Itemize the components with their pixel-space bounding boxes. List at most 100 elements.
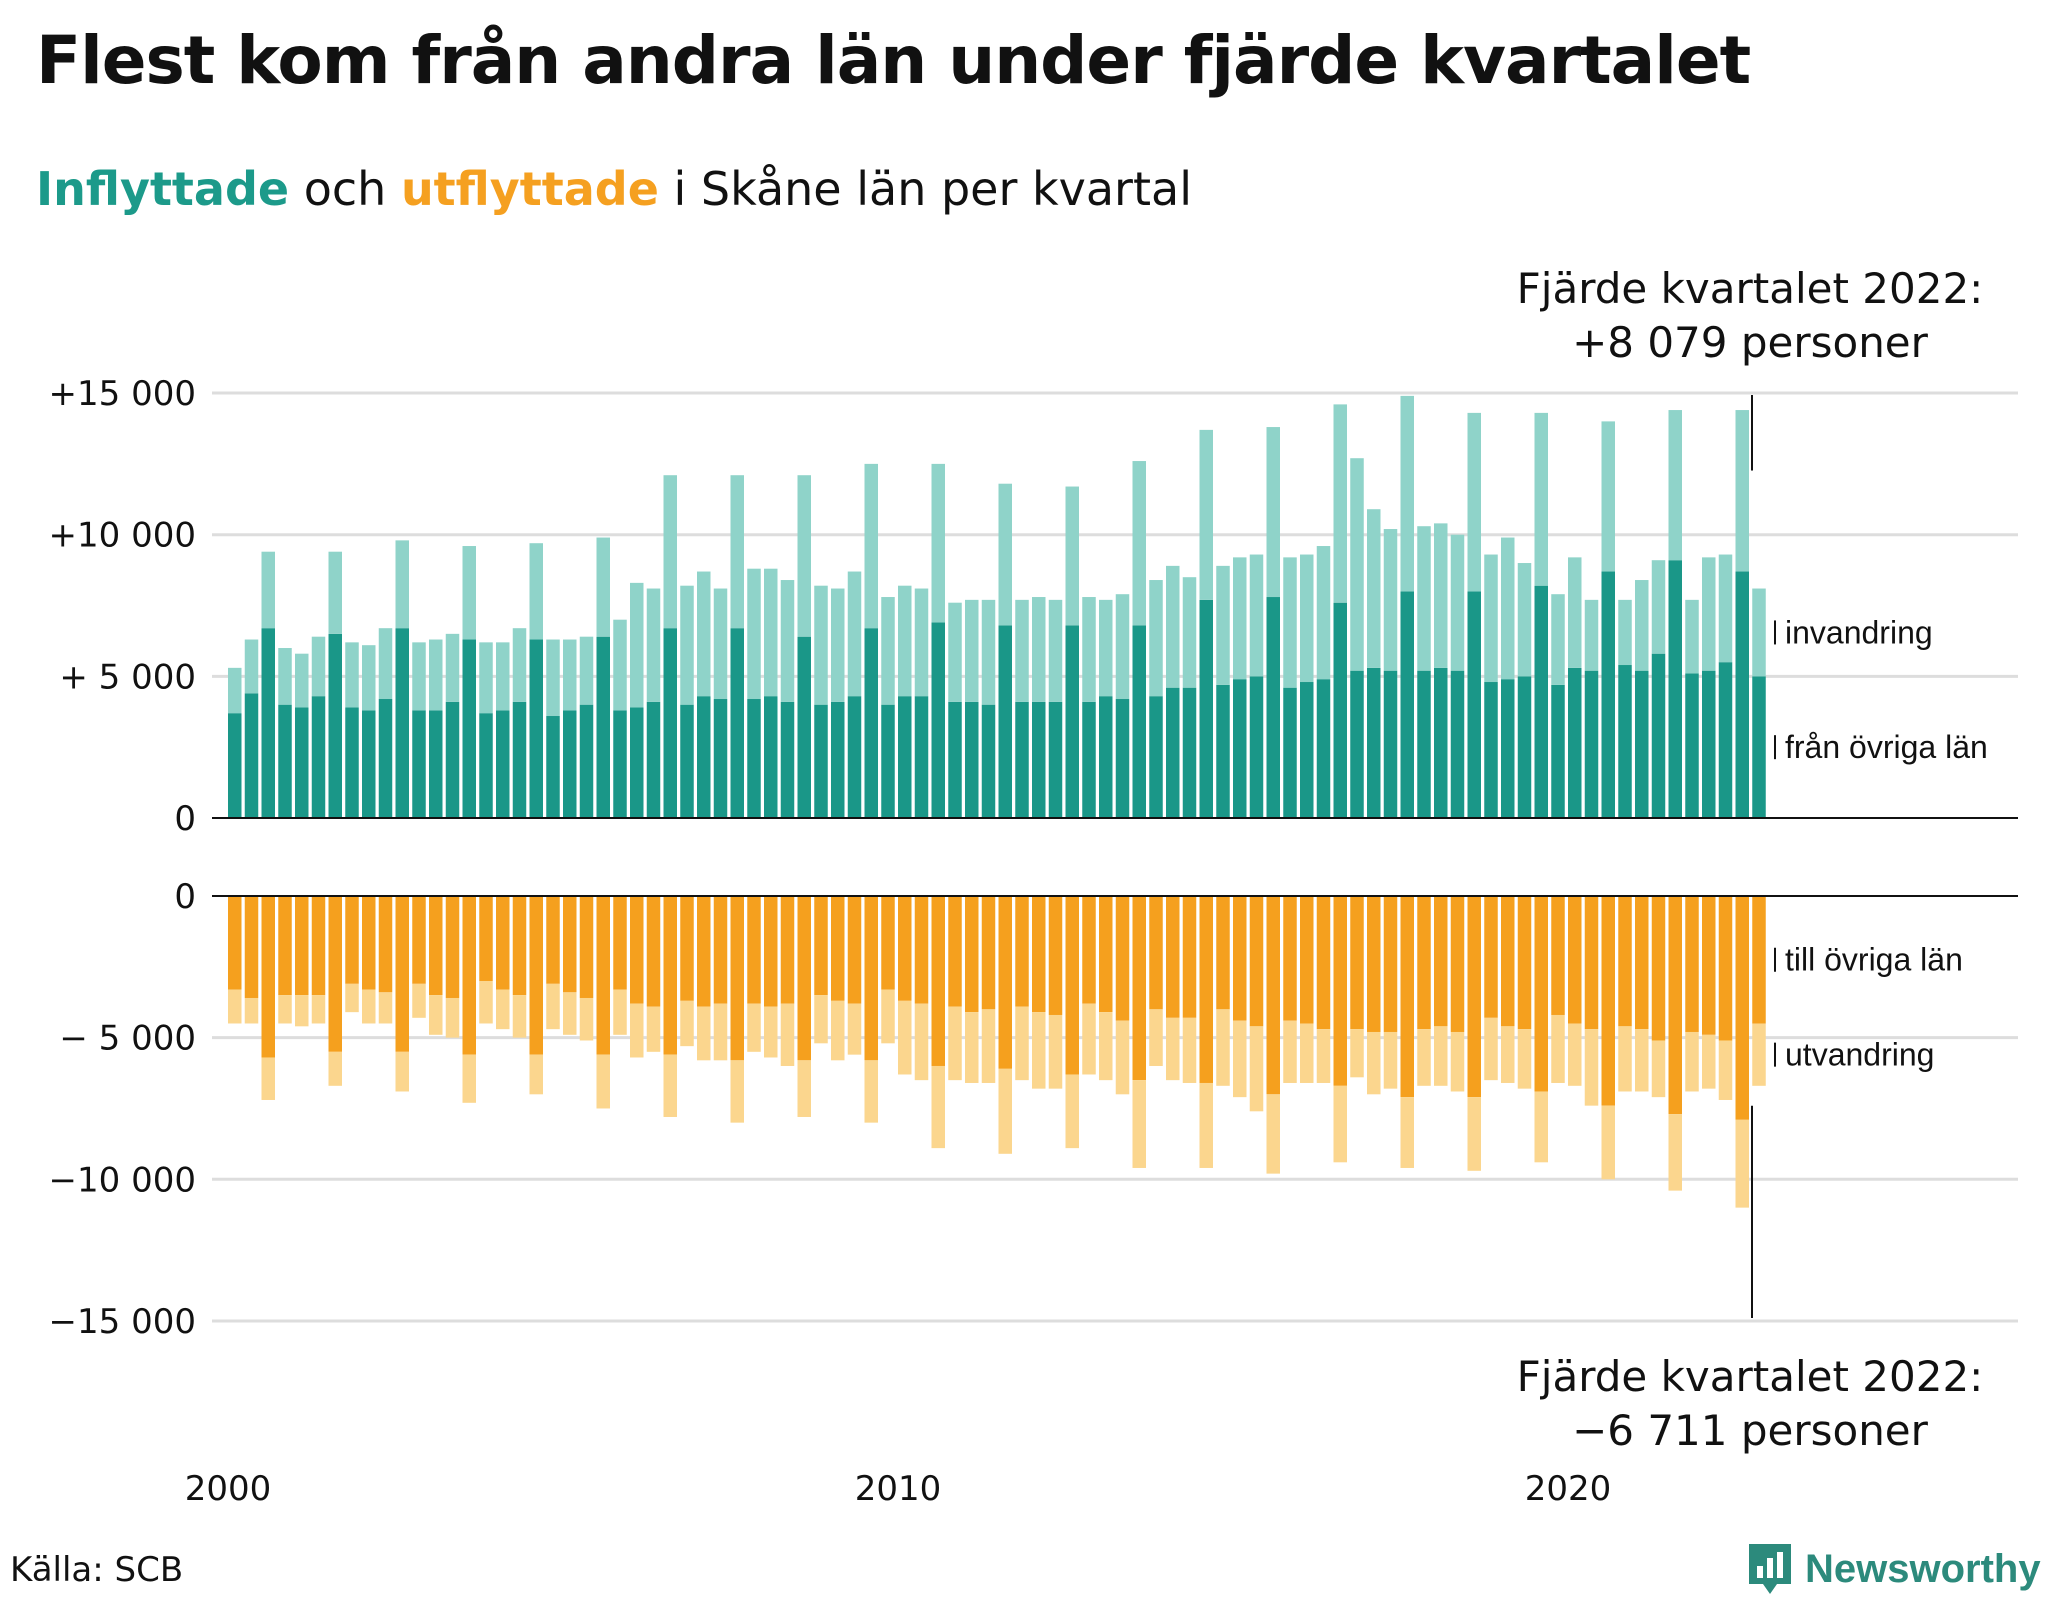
bar-emigration (1668, 1114, 1682, 1191)
bar-emigration (1735, 1119, 1749, 1208)
bar-from-other-counties (1065, 625, 1079, 818)
bar-to-other-counties (1015, 896, 1029, 1007)
bar-emigration (814, 995, 828, 1044)
bar-to-other-counties (881, 896, 895, 990)
bar-immigration (1032, 597, 1046, 702)
bar-immigration (697, 571, 711, 697)
bar-immigration (479, 642, 493, 714)
bar-emigration (764, 1006, 778, 1058)
bar-from-other-counties (1450, 670, 1465, 818)
bar-emigration (1484, 1017, 1498, 1081)
bar-emigration (1283, 1020, 1297, 1083)
bottom-annotation-line1: Fjärde kvartalet 2022: (1516, 1352, 1984, 1401)
bar-from-other-counties (1099, 696, 1113, 818)
bar-to-other-counties (613, 896, 627, 990)
bar-to-other-counties (1434, 896, 1448, 1027)
bar-emigration (613, 989, 627, 1035)
y-tick-label-bottom: −15 000 (49, 1302, 196, 1342)
bar-immigration (1082, 597, 1096, 702)
bar-immigration (1434, 523, 1448, 668)
bar-emigration (512, 995, 527, 1038)
bar-immigration (1534, 412, 1548, 586)
bar-immigration (328, 551, 342, 634)
label-fran-ovriga-lan: från övriga län (1785, 729, 1988, 765)
bar-immigration (1166, 565, 1180, 688)
bar-emigration (1266, 1094, 1280, 1174)
bar-to-other-counties (1501, 896, 1515, 1027)
bar-emigration (914, 1003, 929, 1081)
bar-immigration (730, 475, 744, 629)
bar-immigration (814, 585, 828, 705)
bar-to-other-counties (730, 896, 744, 1061)
bar-immigration (579, 636, 594, 705)
bar-to-other-counties (596, 896, 610, 1055)
bar-to-other-counties (713, 896, 728, 1004)
bar-to-other-counties (1115, 896, 1130, 1021)
top-annotation-line1: Fjärde kvartalet 2022: (1516, 264, 1984, 313)
bar-to-other-counties (1149, 896, 1163, 1010)
bar-emigration (730, 1060, 744, 1123)
bar-emigration (630, 1003, 644, 1058)
bar-from-other-counties (1333, 602, 1347, 818)
bar-immigration (646, 588, 661, 702)
bar-emigration (546, 983, 560, 1030)
bar-to-other-counties (1199, 896, 1213, 1083)
bar-immigration (1400, 395, 1414, 592)
bar-emigration (378, 992, 393, 1024)
bar-emigration (1182, 1017, 1197, 1083)
bar-emigration (1099, 1012, 1113, 1081)
bar-from-other-counties (479, 713, 493, 818)
bar-from-other-counties (345, 707, 359, 818)
bar-from-other-counties (797, 636, 811, 818)
bar-from-other-counties (311, 696, 326, 818)
bar-to-other-counties (948, 896, 962, 1007)
bar-to-other-counties (831, 896, 845, 1001)
bar-from-other-counties (462, 639, 476, 818)
bar-from-other-counties (1417, 670, 1431, 818)
x-tick-label: 2010 (855, 1469, 942, 1509)
bar-emigration (261, 1057, 275, 1100)
bar-emigration (663, 1054, 677, 1117)
bar-immigration (931, 463, 945, 623)
bar-immigration (295, 653, 309, 708)
bar-immigration (1568, 557, 1582, 668)
bar-immigration (1216, 565, 1230, 685)
bar-from-other-counties (613, 710, 627, 818)
bar-from-other-counties (1199, 599, 1213, 818)
bar-to-other-counties (1216, 896, 1230, 1010)
bar-to-other-counties (1082, 896, 1096, 1004)
bar-from-other-counties (395, 628, 409, 818)
bar-from-other-counties (764, 696, 778, 818)
bar-from-other-counties (429, 710, 443, 818)
bar-from-other-counties (1300, 682, 1314, 818)
bar-immigration (1668, 410, 1682, 561)
bar-from-other-counties (981, 704, 996, 818)
bar-emigration (1702, 1034, 1716, 1089)
bar-to-other-counties (1450, 896, 1465, 1032)
bar-from-other-counties (1551, 684, 1565, 818)
y-tick-label-top: +15 000 (49, 374, 196, 414)
bar-to-other-counties (814, 896, 828, 996)
y-tick-label-bottom: 0 (174, 877, 196, 917)
bar-immigration (847, 571, 862, 697)
bar-from-other-counties (780, 701, 795, 818)
bar-from-other-counties (998, 625, 1012, 818)
bar-to-other-counties (680, 896, 694, 1001)
bar-to-other-counties (1316, 896, 1331, 1030)
bar-from-other-counties (864, 628, 878, 818)
bar-to-other-counties (998, 896, 1012, 1069)
bar-immigration (764, 568, 778, 697)
y-tick-label-top: + 5 000 (59, 657, 196, 697)
bar-immigration (1735, 410, 1749, 572)
bar-from-other-counties (1233, 679, 1247, 818)
bar-to-other-counties (1618, 896, 1632, 1027)
bar-from-other-counties (1216, 684, 1230, 818)
bar-emigration (328, 1051, 342, 1086)
bar-emigration (1718, 1040, 1733, 1100)
bar-emigration (1417, 1029, 1431, 1086)
bar-emigration (998, 1068, 1012, 1154)
bar-to-other-counties (1400, 896, 1414, 1098)
bar-immigration (1099, 599, 1113, 697)
bar-immigration (1467, 412, 1481, 592)
bar-emigration (797, 1060, 811, 1117)
